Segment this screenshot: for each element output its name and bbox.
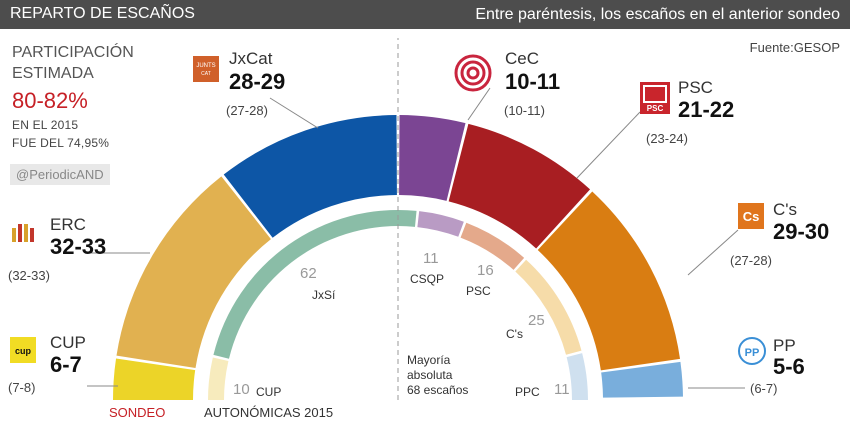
participation-note-2: FUE DEL 74,95%: [12, 136, 110, 150]
svg-text:CAT: CAT: [201, 71, 211, 77]
psc-name: PSC: [678, 78, 713, 97]
chart-subtitle: Entre paréntesis, los escaños en el ante…: [475, 6, 840, 23]
pp-logo-icon: PP: [737, 336, 767, 366]
sondeo-ring: [113, 115, 683, 400]
sondeo-segment-cec: [399, 115, 466, 201]
social-handle: @PeriodicAND: [10, 164, 110, 185]
majority-label-1: Mayoría: [407, 353, 451, 367]
sondeo-segment-jxcat: [223, 115, 397, 238]
sondeo-segment-cup: [113, 358, 196, 400]
svg-text:JUNTS: JUNTS: [196, 63, 215, 69]
cup-range: 6-7: [50, 352, 82, 377]
sondeo-segment-psc: [448, 123, 591, 249]
cs-prev: (27-28): [730, 253, 772, 268]
source-label: Fuente:GESOP: [749, 40, 840, 55]
leader-jxcat: [269, 97, 319, 129]
psc2015-seats: 16: [477, 262, 494, 279]
cec-name: CeC: [505, 49, 540, 68]
svg-text:Cs: Cs: [743, 209, 760, 224]
leader-cec: [467, 87, 491, 121]
leader-cs: [687, 229, 739, 276]
sondeo-segment-pp: [601, 361, 683, 398]
jxcat-prev: (27-28): [226, 103, 268, 118]
cs2015-seats: 25: [528, 312, 545, 329]
cs-range: 29-30: [773, 219, 830, 244]
sondeo-label: SONDEO: [109, 405, 166, 420]
participation-title-1: PARTICIPACIÓN: [12, 44, 134, 61]
csqp-name: CSQP: [410, 272, 445, 286]
jxcat-range: 28-29: [229, 69, 286, 94]
cs-name: C's: [773, 200, 798, 219]
autonomicas-segment-psc: [460, 222, 525, 270]
autonomicas-label: AUTONÓMICAS 2015: [204, 405, 334, 420]
cec-logo-icon: [453, 53, 493, 93]
jxsi-name: JxSí: [312, 288, 336, 302]
participation-value: 80-82%: [12, 88, 88, 113]
ppc-name: PPC: [515, 385, 540, 399]
majority-label-3: 68 escaños: [407, 383, 469, 397]
cup2015-seats: 10: [233, 381, 250, 398]
autonomicas-segment-cs: [515, 259, 582, 355]
psc2015-name: PSC: [466, 284, 491, 298]
autonomicas-segment-jxs: [213, 210, 417, 359]
title-bar: REPARTO DE ESCAÑOS Entre paréntesis, los…: [0, 0, 850, 29]
pp-prev: (6-7): [750, 381, 778, 396]
cs2015-name: C's: [506, 327, 523, 341]
jxcat-name: JxCat: [229, 49, 273, 68]
leader-psc: [576, 111, 641, 179]
leader-lines: [87, 87, 745, 389]
psc-prev: (23-24): [646, 131, 688, 146]
jxsi-seats: 62: [300, 265, 317, 282]
psc-range: 21-22: [678, 97, 735, 122]
psc-logo-icon: PSC: [640, 82, 670, 114]
pp-range: 5-6: [773, 354, 805, 379]
jxcat-logo-icon: JUNTS CAT: [193, 56, 219, 82]
cup-prev: (7-8): [8, 380, 36, 395]
autonomicas-segment-csqp: [417, 211, 464, 237]
erc-logo-icon: [10, 218, 36, 244]
svg-text:PP: PP: [745, 347, 760, 359]
csqp-seats: 11: [423, 250, 439, 267]
autonomicas-segment-ppc: [566, 353, 588, 400]
participation-title-2: ESTIMADA: [12, 65, 94, 82]
svg-text:PSC: PSC: [647, 104, 664, 113]
sondeo-segment-erc: [116, 176, 271, 369]
cup-logo-icon: cup: [10, 337, 36, 363]
autonomicas-2015-ring: [208, 210, 588, 400]
erc-range: 32-33: [50, 234, 107, 259]
cs-logo-icon: Cs: [738, 203, 764, 229]
cec-range: 10-11: [505, 69, 561, 94]
autonomicas-segment-cup: [208, 357, 229, 400]
participation-note-1: EN EL 2015: [12, 118, 79, 132]
erc-name: ERC: [50, 215, 86, 234]
svg-text:cup: cup: [15, 346, 32, 356]
pp-name: PP: [773, 336, 796, 355]
ppc-seats: 11: [554, 381, 570, 398]
sondeo-segment-cs: [537, 191, 681, 371]
erc-prev: (32-33): [8, 268, 50, 283]
cec-prev: (10-11): [504, 103, 545, 118]
cup-name: CUP: [50, 333, 86, 352]
majority-label-2: absoluta: [407, 368, 453, 382]
cup2015-name: CUP: [256, 385, 282, 399]
chart-title: REPARTO DE ESCAÑOS: [10, 5, 195, 22]
